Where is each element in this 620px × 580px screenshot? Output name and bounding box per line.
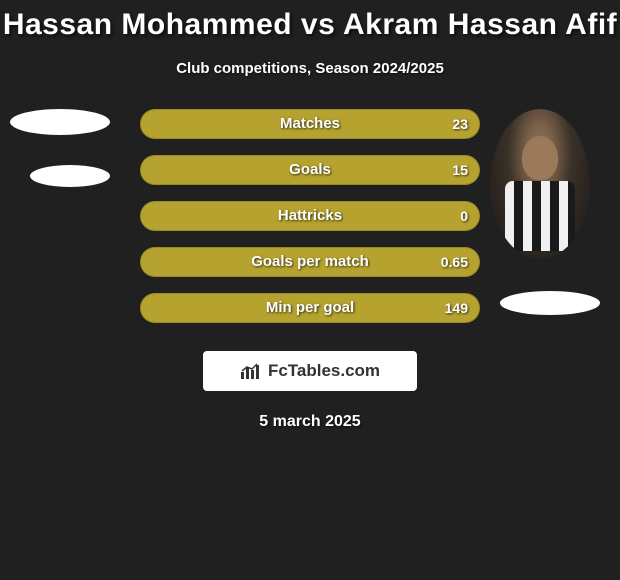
logo-text: FcTables.com xyxy=(268,361,380,381)
player-right-photo xyxy=(490,109,590,259)
stat-bar-track xyxy=(140,201,480,231)
date-label: 5 march 2025 xyxy=(0,413,620,431)
stat-bar-row: Matches23 xyxy=(140,109,480,139)
stat-bar-track xyxy=(140,247,480,277)
fctables-logo: FcTables.com xyxy=(203,351,417,391)
stat-bar-track xyxy=(140,293,480,323)
stat-bars: Matches23 Goals15 Hattricks0 Goals per matc… xyxy=(140,109,480,323)
stat-bar-track xyxy=(140,109,480,139)
placeholder-ellipse-icon xyxy=(500,291,600,315)
stat-bar-row: Min per goal149 xyxy=(140,293,480,323)
stat-bar-track xyxy=(140,155,480,185)
stat-bar-value: 15 xyxy=(452,155,468,185)
stat-bar-value: 0.65 xyxy=(441,247,468,277)
subtitle: Club competitions, Season 2024/2025 xyxy=(0,60,620,77)
stat-bar-value: 0 xyxy=(460,201,468,231)
placeholder-ellipse-icon xyxy=(30,165,110,187)
bar-chart-icon xyxy=(240,362,262,380)
page-title: Hassan Mohammed vs Akram Hassan Afif xyxy=(0,0,620,42)
player-left-placeholder xyxy=(10,109,110,187)
stat-bar-value: 23 xyxy=(452,109,468,139)
stat-bar-row: Goals per match0.65 xyxy=(140,247,480,277)
placeholder-ellipse-icon xyxy=(10,109,110,135)
stat-bar-row: Goals15 xyxy=(140,155,480,185)
stat-bar-value: 149 xyxy=(445,293,468,323)
comparison-content: Matches23 Goals15 Hattricks0 Goals per matc… xyxy=(0,109,620,431)
stat-bar-row: Hattricks0 xyxy=(140,201,480,231)
